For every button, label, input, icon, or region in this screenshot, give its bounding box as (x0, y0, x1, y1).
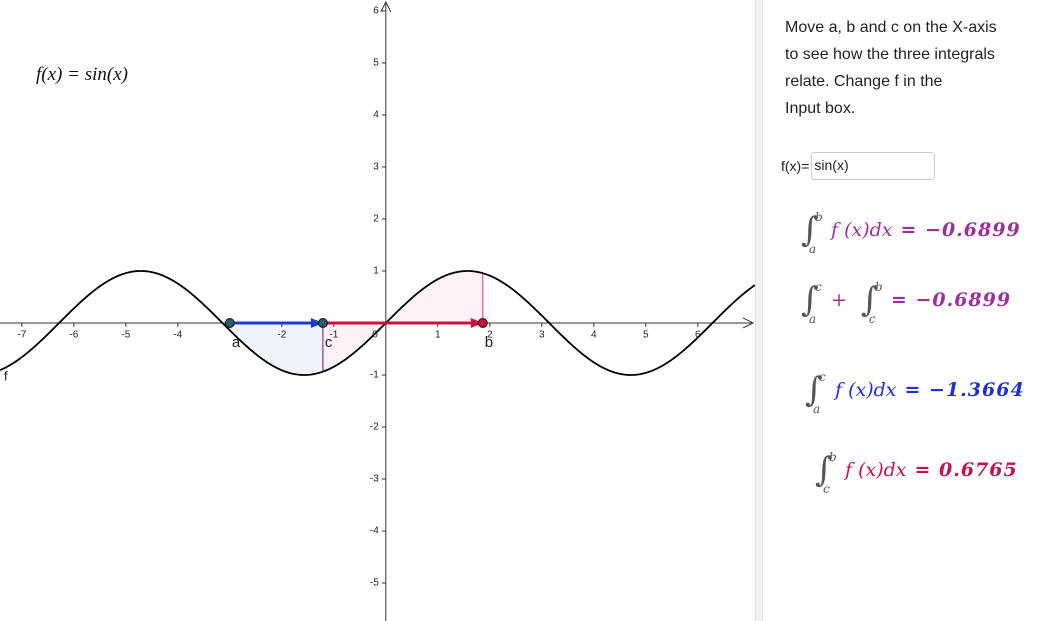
y-tick-label: -2 (370, 422, 379, 433)
point (317, 317, 328, 328)
y-tick-label: -3 (370, 474, 379, 485)
side-panel: Move a, b and c on the X-axis to see how … (763, 0, 1061, 621)
x-tick-label: -6 (69, 330, 78, 341)
integral-area (229, 322, 323, 375)
vector-ac-head (310, 317, 323, 328)
integral-result: = −0.6899 (890, 289, 1012, 311)
function-curve (0, 270, 755, 376)
upper-bound: c (815, 280, 822, 294)
point (477, 317, 488, 328)
x-tick-label: -2 (277, 330, 286, 341)
y-tick-label: 3 (373, 162, 379, 173)
x-tick-label: -7 (17, 330, 26, 341)
integral-sign: ∫ c a (801, 280, 822, 326)
integral: ∫ b a f (x)dx = −0.6899 (801, 210, 1021, 256)
x-arrow (742, 317, 755, 329)
description: Move a, b and c on the X-axis to see how … (785, 14, 997, 122)
x-tick-label: -5 (121, 330, 130, 341)
integral-body: + (831, 289, 847, 311)
description-line: to see how the three integrals (785, 46, 995, 63)
integral-sign: ∫ b c (815, 450, 837, 496)
point-label: a (232, 334, 241, 351)
integral-result: = −0.6899 (900, 219, 1021, 241)
lower-bound: a (809, 242, 817, 256)
y-tick-label: -1 (370, 370, 379, 381)
x-tick-label: 5 (643, 330, 649, 341)
x-tick-label: 6 (695, 330, 701, 341)
upper-bound: b (815, 210, 823, 224)
y-arrow (380, 0, 392, 13)
upper-bound: c (819, 370, 826, 384)
integral-body: f (x)dx (845, 459, 907, 481)
x-tick-label: 1 (435, 330, 441, 341)
lower-bound: c (868, 312, 876, 326)
integral-area (322, 270, 483, 372)
divider[interactable] (755, 0, 763, 621)
upper-bound: b (874, 280, 883, 294)
upper-bound: b (829, 450, 837, 464)
y-tick-label: 4 (373, 110, 379, 121)
integral-result: = 0.6765 (914, 459, 1018, 481)
integral-result: = −1.3664 (904, 379, 1025, 401)
x-tick-label: 3 (539, 330, 545, 341)
integral-body: f (x)dx (831, 219, 893, 241)
y-tick-label: 1 (373, 266, 379, 277)
description-line: relate. Change f in the (785, 73, 943, 90)
function-label: f(x) = sin(x) (36, 64, 128, 85)
point-label: c (325, 334, 333, 351)
lower-bound: c (823, 482, 830, 496)
input-label: f(x)= (781, 158, 810, 174)
y-tick-label: -5 (370, 578, 379, 589)
x-tick-label: -1 (329, 330, 338, 341)
graphics-view[interactable]: -7 -6 -5 -4 -2 -1 1 2 3 4 5 6 -5 -4 -3 -2 -1 1 2 3 4 5 6 0 f a c b (0, 0, 755, 621)
y-tick-label: -4 (370, 526, 379, 537)
lower-bound: a (809, 312, 817, 326)
integral-sign: ∫ b c (860, 280, 883, 326)
y-tick-label: 5 (373, 58, 379, 69)
origin-label: 0 (372, 330, 378, 341)
lower-bound: a (813, 402, 821, 416)
integral: ∫ c a + ∫ b c = −0.6899 (801, 280, 1012, 326)
input-row: f(x)= sin(x) (781, 152, 936, 180)
description-line: Input box. (785, 100, 856, 117)
point-label: b (485, 334, 493, 351)
input-box[interactable]: sin(x) (811, 152, 936, 180)
point (224, 317, 235, 328)
curve-label: f (4, 368, 8, 383)
y-tick-label: 6 (373, 6, 379, 17)
x-tick-label: 2 (487, 330, 493, 341)
integral-body: f (x)dx (835, 379, 897, 401)
integral-sign: ∫ b a (801, 210, 823, 256)
vector-cb-head (470, 317, 483, 328)
integral-sign: ∫ c a (805, 370, 826, 416)
x-tick-label: -4 (173, 330, 182, 341)
x-tick-label: 4 (591, 330, 597, 341)
integral: ∫ c a f (x)dx = −1.3664 (805, 370, 1025, 416)
description-line: Move a, b and c on the X-axis (785, 19, 997, 36)
integral: ∫ b c f (x)dx = 0.6765 (815, 450, 1018, 496)
y-tick-label: 2 (373, 214, 379, 225)
